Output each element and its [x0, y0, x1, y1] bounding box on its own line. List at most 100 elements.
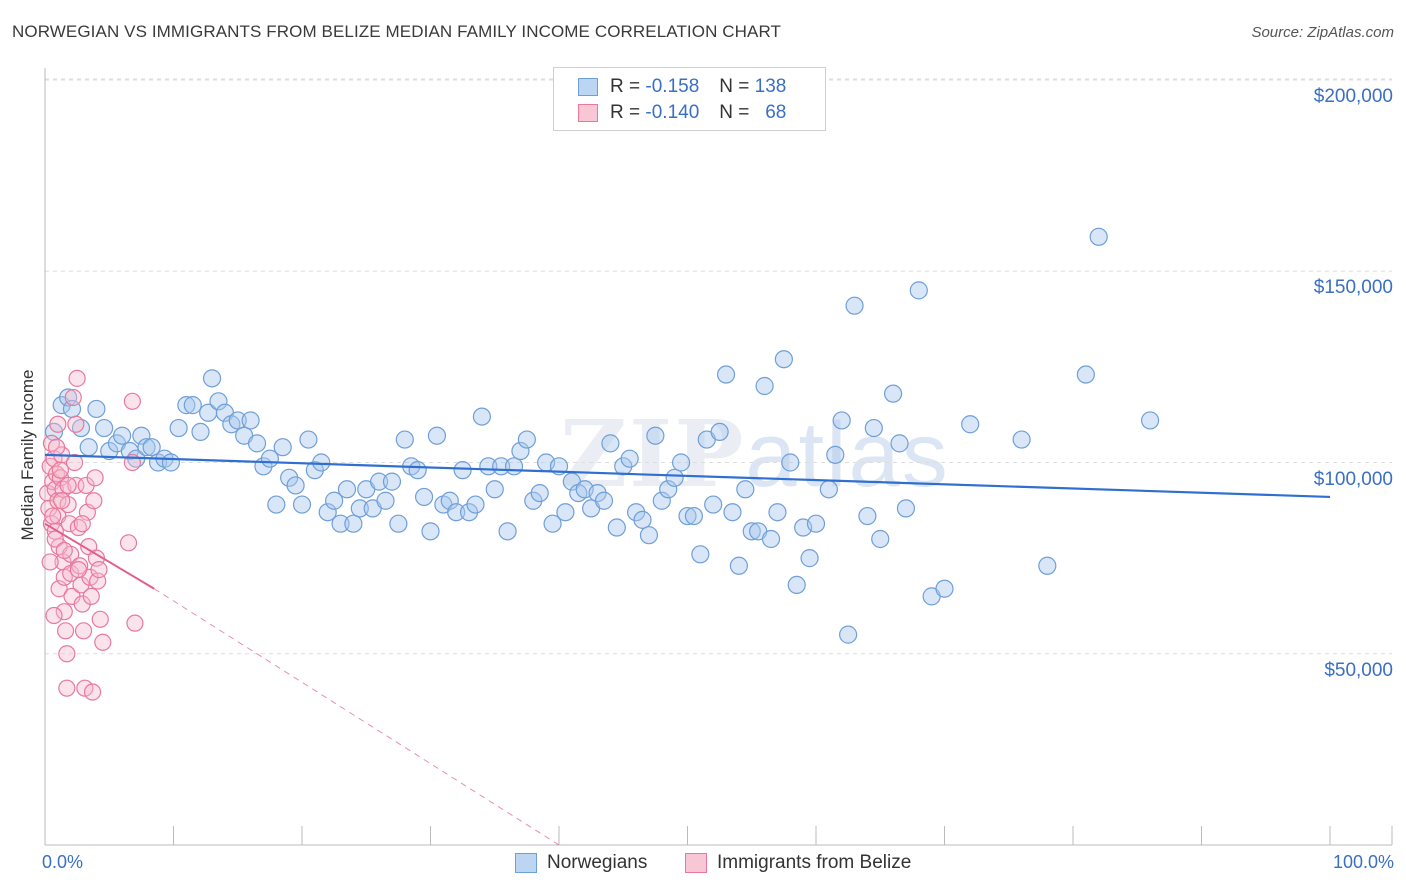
norwegians-point: [935, 579, 954, 598]
norwegians-point: [318, 503, 337, 522]
norwegians-point: [601, 434, 620, 453]
norwegians-point: [1012, 430, 1031, 449]
legend-row-norwegians: R = -0.158 N = 138: [578, 75, 786, 99]
belize-point: [123, 392, 141, 410]
norwegians-point: [961, 415, 980, 434]
norwegians-point: [408, 461, 427, 480]
belize-point: [56, 622, 75, 640]
watermark-atlas: atlas: [745, 404, 950, 506]
norwegians-point: [768, 503, 787, 522]
norwegians-point: [511, 441, 530, 461]
norwegians-point: [646, 426, 665, 445]
belize-point: [59, 476, 77, 495]
norwegians-point: [517, 430, 536, 449]
norwegians-point: [729, 556, 749, 575]
norwegians-point: [466, 495, 485, 514]
belize-point: [86, 469, 104, 487]
belize-point: [76, 679, 94, 697]
belize-point: [65, 453, 84, 472]
norwegians-point: [87, 399, 106, 419]
norwegians-point: [665, 468, 684, 487]
norwegians-point: [543, 514, 562, 533]
legend-n-label: N =: [719, 76, 750, 97]
series-label-belize: Immigrants from Belize: [717, 852, 912, 873]
norwegians-point: [273, 438, 292, 457]
belize-point: [41, 553, 59, 571]
norwegians-point: [845, 296, 864, 315]
series-swatch-blue: [515, 853, 537, 873]
belize-point: [53, 492, 71, 510]
legend-n-value: 138: [754, 76, 787, 97]
norwegians-point: [79, 438, 98, 457]
norwegians-point: [530, 484, 549, 503]
series-legend-norwegians: Norwegians: [515, 852, 647, 874]
series-label-norwegians: Norwegians: [547, 852, 648, 873]
norwegians-point: [826, 445, 845, 464]
correlation-legend: R = -0.158 N = 138 R = -0.140 N = 68: [553, 67, 826, 131]
norwegians-point: [344, 514, 363, 533]
norwegians-point: [228, 411, 247, 430]
norwegians-point: [678, 506, 697, 526]
norwegians-point: [183, 396, 202, 415]
norwegians-point: [716, 365, 736, 384]
belize-point: [46, 530, 64, 548]
norwegians-point: [633, 510, 652, 529]
belize-point: [58, 645, 76, 663]
norwegians-point: [95, 418, 114, 438]
norwegians-point: [620, 449, 639, 468]
norwegians-point: [691, 545, 710, 564]
belize-trend-extension: [153, 588, 560, 846]
norwegians-point: [1076, 365, 1095, 384]
norwegians-point: [241, 411, 260, 430]
norwegians-point: [209, 392, 228, 411]
belize-point: [69, 560, 88, 579]
belize-point: [94, 633, 112, 651]
norwegians-point: [350, 499, 369, 518]
belize-point: [55, 541, 73, 560]
legend-swatch-blue: [578, 78, 598, 96]
norwegians-point: [427, 426, 447, 445]
norwegians-point: [1038, 556, 1057, 575]
norwegians-point: [864, 418, 883, 438]
norwegians-point: [389, 514, 408, 533]
norwegians-point: [161, 453, 181, 472]
legend-n-value: 68: [765, 102, 787, 123]
norwegians-point: [1089, 227, 1108, 246]
legend-swatch-pink: [578, 104, 598, 122]
norwegians-point: [639, 526, 659, 545]
norwegians-point: [312, 453, 331, 472]
belize-point: [47, 438, 66, 456]
norwegians-point: [395, 430, 414, 449]
norwegians-point: [112, 426, 132, 445]
norwegians-point: [132, 426, 151, 445]
norwegians-point: [896, 499, 916, 518]
belize-point: [44, 507, 62, 525]
norwegians-point: [871, 529, 890, 549]
norwegians-point: [594, 491, 614, 510]
belize-point: [67, 415, 85, 433]
norwegians-point: [704, 495, 723, 514]
legend-r-value: -0.158: [645, 76, 700, 97]
norwegians-point: [100, 441, 119, 461]
norwegians-point: [774, 350, 793, 369]
norwegians-point: [723, 503, 742, 522]
norwegians-point: [607, 518, 626, 537]
chart-title: NORWEGIAN VS IMMIGRANTS FROM BELIZE MEDI…: [12, 22, 782, 41]
belize-point: [91, 610, 109, 628]
norwegians-point: [684, 506, 704, 526]
belize-point: [119, 534, 138, 552]
norwegians-point: [267, 495, 286, 514]
norwegians-point: [781, 453, 800, 472]
belize-point: [58, 679, 76, 697]
norwegians-point: [819, 480, 838, 499]
axes: [44, 68, 1393, 846]
belize-points: [38, 369, 144, 701]
belize-point: [73, 515, 91, 533]
belize-point: [60, 515, 79, 533]
y-tick-label: $200,000: [1313, 86, 1393, 107]
belize-point: [85, 492, 103, 510]
belize-point: [64, 388, 82, 407]
legend-r-value: -0.140: [645, 102, 700, 123]
norwegians-point: [806, 514, 826, 533]
